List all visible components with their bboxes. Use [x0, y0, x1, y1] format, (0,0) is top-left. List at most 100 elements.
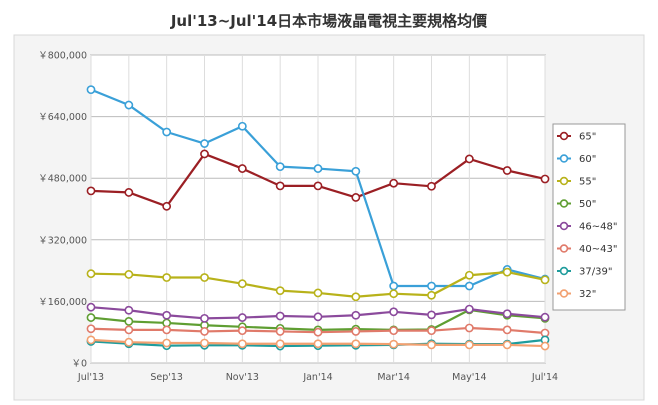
data-point	[124, 270, 134, 279]
data-point	[351, 292, 361, 302]
data-point	[237, 279, 247, 289]
series-2	[86, 267, 550, 302]
data-point	[275, 311, 285, 321]
y-tick-label: ￥160,000	[38, 297, 87, 308]
legend-label: 32"	[579, 289, 596, 300]
data-point	[86, 335, 96, 345]
y-tick-label: ￥800,000	[38, 51, 87, 62]
legend-swatch-marker	[559, 154, 569, 163]
data-point	[351, 193, 361, 202]
series-7	[86, 335, 550, 351]
legend-swatch-marker	[559, 289, 569, 298]
data-point	[464, 304, 474, 314]
data-point	[502, 340, 512, 350]
data-point	[313, 164, 323, 173]
data-point	[351, 327, 361, 336]
data-point	[162, 273, 172, 282]
x-tick-label: Jan'14	[302, 372, 332, 383]
data-point	[86, 302, 96, 312]
data-point	[86, 186, 96, 196]
series-1	[86, 85, 550, 291]
data-point	[540, 275, 550, 285]
data-point	[86, 324, 96, 334]
data-point	[162, 338, 172, 348]
data-point	[237, 326, 247, 336]
data-point	[124, 305, 134, 315]
data-point	[313, 181, 323, 191]
legend-label: 65"	[579, 132, 596, 143]
data-point	[313, 312, 323, 322]
legend-label: 40~43"	[579, 244, 617, 255]
data-point	[162, 127, 172, 137]
data-point	[124, 317, 134, 326]
data-point	[162, 201, 172, 211]
legend-swatch-marker	[559, 244, 569, 253]
data-point	[389, 326, 399, 336]
y-tick-label: ￥0	[71, 359, 87, 370]
data-point	[540, 328, 550, 338]
data-point	[389, 178, 399, 188]
data-point	[389, 289, 399, 299]
x-tick-label: Jul'13	[77, 372, 104, 383]
legend-label: 46~48"	[579, 222, 617, 233]
data-point	[200, 139, 209, 148]
data-point	[200, 327, 209, 336]
data-point	[427, 340, 436, 350]
legend-swatch-marker	[559, 176, 569, 186]
series-4	[86, 302, 550, 323]
data-point	[464, 340, 474, 350]
legend-box	[552, 123, 626, 311]
data-point	[237, 164, 247, 173]
data-point	[162, 318, 172, 328]
data-point	[237, 121, 247, 131]
data-point	[162, 325, 172, 335]
y-tick-label: ￥640,000	[38, 112, 87, 123]
data-point	[162, 310, 172, 320]
data-point	[200, 149, 209, 159]
data-point	[313, 339, 323, 349]
data-point	[427, 326, 436, 336]
data-point	[275, 181, 285, 191]
legend-swatch-marker	[559, 221, 569, 231]
data-point	[351, 339, 361, 349]
data-point	[237, 313, 247, 322]
data-point	[389, 307, 399, 317]
chart-title: Jul'13~Jul'14日本市場液晶電視主要規格均價	[170, 12, 488, 30]
data-point	[124, 100, 134, 110]
legend-swatch-marker	[559, 266, 569, 276]
series-0	[86, 149, 550, 211]
data-point	[86, 313, 96, 322]
legend-label: 50"	[579, 199, 596, 210]
x-tick-label: Nov'13	[226, 372, 259, 383]
series-layer	[86, 85, 550, 351]
data-point	[275, 286, 285, 296]
legend-swatch-marker	[559, 199, 569, 208]
data-point	[86, 85, 96, 95]
legend-swatch-marker	[559, 131, 569, 141]
data-point	[540, 312, 550, 322]
data-point	[427, 281, 436, 291]
legend-label: 55"	[579, 177, 596, 188]
data-point	[313, 327, 323, 337]
data-point	[124, 188, 134, 197]
x-tick-label: Jul'14	[531, 372, 558, 383]
data-point	[200, 313, 209, 323]
legend-label: 37/39"	[579, 267, 612, 278]
x-tick-label: May'14	[452, 372, 486, 383]
data-point	[464, 154, 474, 164]
data-point	[502, 309, 512, 319]
data-point	[427, 310, 436, 320]
data-point	[502, 166, 512, 175]
data-point	[275, 339, 285, 349]
x-tick-label: Mar'14	[377, 372, 410, 383]
data-point	[351, 166, 361, 176]
data-point	[275, 327, 285, 336]
data-point	[389, 281, 399, 291]
data-point	[502, 267, 512, 277]
data-point	[124, 337, 134, 347]
data-point	[351, 310, 361, 320]
data-point	[275, 162, 285, 172]
data-point	[464, 281, 474, 291]
x-axis: Jul'13 Sep'13 Nov'13 Jan'14 Mar'14 May'14 Jul'…	[77, 372, 558, 383]
